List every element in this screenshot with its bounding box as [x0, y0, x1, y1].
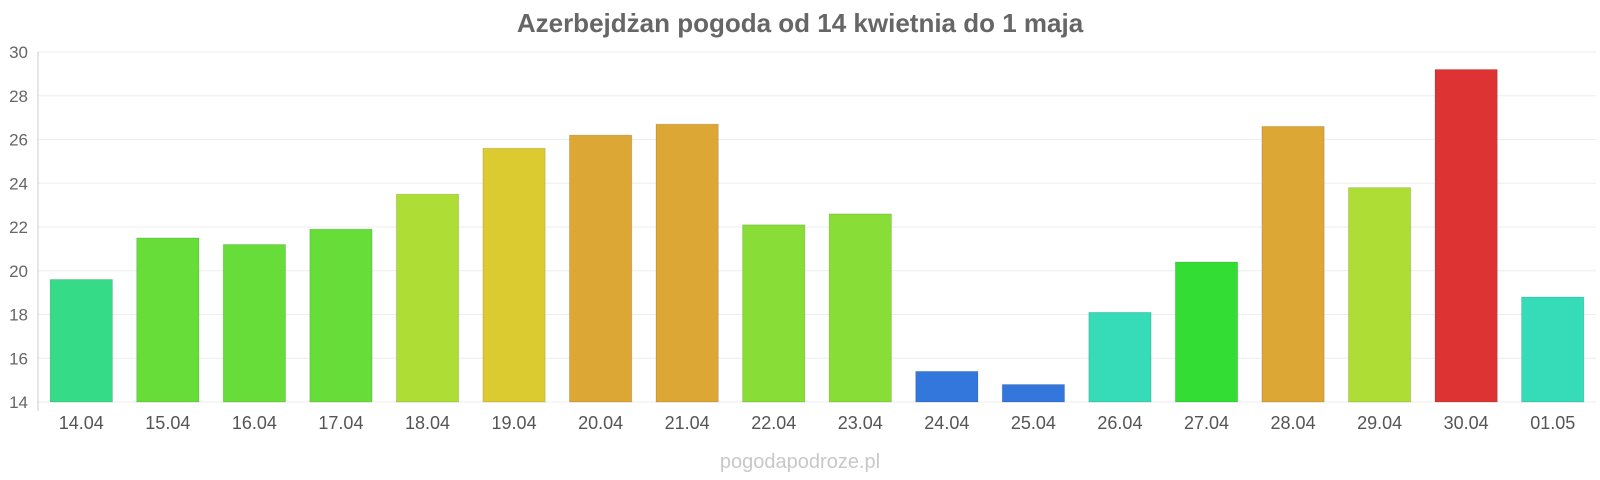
chart-title: Azerbejdżan pogoda od 14 kwietnia do 1 m…: [517, 8, 1084, 38]
bar-19.04: [482, 147, 546, 403]
x-tick-label: 29.04: [1357, 413, 1402, 433]
y-tick-label: 18: [9, 306, 28, 325]
y-tick-label: 26: [9, 131, 28, 150]
bar-16.04: [222, 244, 287, 403]
grid-lines: [38, 51, 1596, 403]
bar-24.04: [915, 370, 979, 403]
y-tick-label: 20: [9, 262, 28, 281]
x-tick-label: 26.04: [1097, 413, 1142, 433]
bar-23.04: [828, 213, 892, 403]
bar-20.04: [568, 134, 633, 403]
bar-27.04: [1174, 261, 1239, 403]
y-tick-label: 14: [9, 393, 28, 412]
y-tick-label: 22: [9, 218, 28, 237]
bars: [49, 69, 1585, 403]
x-tick-label: 15.04: [145, 413, 190, 433]
x-tick-label: 01.05: [1530, 413, 1575, 433]
x-tick-label: 22.04: [751, 413, 796, 433]
y-tick-label: 24: [9, 174, 28, 193]
bar-22.04: [742, 224, 806, 403]
watermark: pogodapodroze.pl: [720, 451, 880, 473]
x-tick-label: 16.04: [232, 413, 277, 433]
x-tick-label: 28.04: [1271, 413, 1316, 433]
x-tick-label: 30.04: [1444, 413, 1489, 433]
y-axis-ticks: 14 16 18 20 22 24 26 28 30: [9, 43, 28, 412]
x-tick-label: 25.04: [1011, 413, 1056, 433]
bar-01.05: [1521, 296, 1585, 403]
x-tick-label: 17.04: [318, 413, 363, 433]
bar-17.04: [309, 228, 373, 403]
x-tick-label: 27.04: [1184, 413, 1229, 433]
bar-25.04: [1001, 384, 1066, 403]
bar-29.04: [1347, 187, 1412, 403]
bar-21.04: [655, 123, 719, 403]
bar-30.04: [1434, 69, 1498, 403]
x-tick-label: 19.04: [492, 413, 537, 433]
x-axis-ticks: 14.04 15.04 16.04 17.04 18.04 19.04 20.04 21.04…: [59, 413, 1575, 433]
x-tick-label: 21.04: [665, 413, 710, 433]
x-tick-label: 20.04: [578, 413, 623, 433]
bar-15.04: [136, 237, 200, 403]
x-tick-label: 23.04: [838, 413, 883, 433]
bar-18.04: [395, 193, 460, 403]
bar-26.04: [1088, 311, 1152, 403]
y-tick-label: 30: [9, 43, 28, 62]
y-tick-label: 28: [9, 87, 28, 106]
x-tick-label: 14.04: [59, 413, 104, 433]
bar-14.04: [49, 279, 113, 403]
x-tick-label: 18.04: [405, 413, 450, 433]
y-tick-label: 16: [9, 349, 28, 368]
bar-28.04: [1261, 125, 1325, 403]
x-tick-label: 24.04: [924, 413, 969, 433]
